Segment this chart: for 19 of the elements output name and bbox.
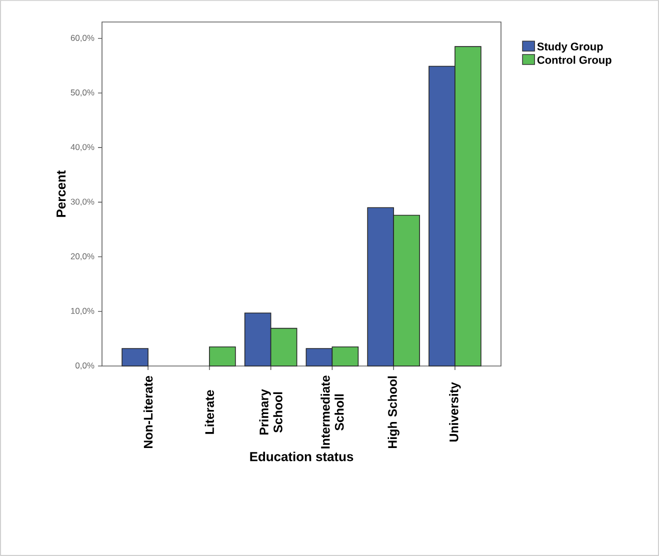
y-tick-label: 40,0% [70,144,94,152]
y-tick-label: 10,0% [71,308,94,315]
y-tick-label: 20,0% [70,253,94,260]
legend-label: Study Group [537,42,603,53]
y-tick-label: 30,0% [70,198,94,206]
bar [122,348,148,366]
x-tick-label: Literate [204,390,214,434]
x-tick-label: Non-Literate [143,376,153,448]
y-tick-label: 0,0% [76,362,94,370]
x-tick-label: University [449,382,461,442]
bar [209,346,236,366]
x-axis-title: Education status [250,452,354,462]
x-tick-label: Intermediate Scholl [320,376,344,448]
y-tick-label: 50,0% [70,89,94,96]
x-tick-label: High School [388,376,400,448]
x-tick-label: Primary School [259,389,282,435]
legend-label: Control Group [537,56,612,66]
y-tick-label: 60,0% [70,34,94,42]
y-axis-title: Percent [56,170,66,217]
